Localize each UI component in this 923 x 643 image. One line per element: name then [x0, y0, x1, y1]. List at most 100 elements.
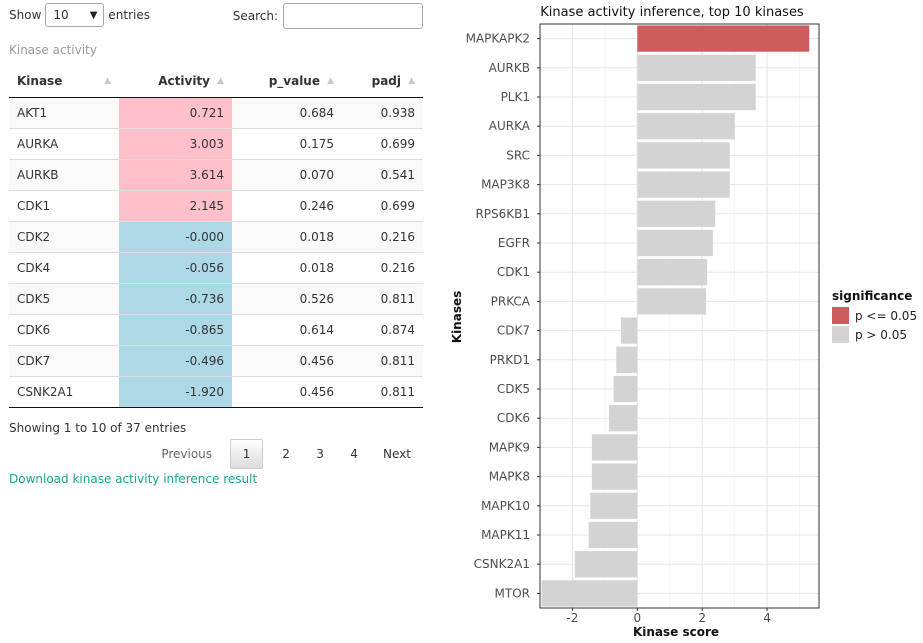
page-button-1[interactable]: 1: [230, 439, 264, 469]
column-header-label: Kinase: [17, 73, 63, 88]
page-button-3[interactable]: 3: [316, 447, 324, 461]
bar-aurkb: [637, 54, 756, 81]
x-tick-label: 4: [763, 611, 771, 625]
y-tick-label: CSNK2A1: [474, 557, 530, 571]
cell-padj: 0.216: [342, 251, 423, 283]
column-header-kinase[interactable]: Kinase ▲︎: [9, 65, 119, 98]
cell-activity: -1.920: [119, 375, 232, 408]
y-tick-label: MAPK9: [489, 440, 530, 454]
table-row[interactable]: CDK6 -0.865 0.614 0.874: [9, 313, 423, 345]
column-header-padj[interactable]: padj ▲︎: [342, 65, 423, 98]
bar-prkca: [637, 288, 707, 315]
cell-p-value: 0.018: [232, 220, 342, 252]
cell-activity: -0.000: [119, 220, 232, 252]
cell-activity: 3.003: [119, 127, 232, 159]
page-button-2[interactable]: 2: [282, 447, 290, 461]
entries-label: entries: [108, 8, 150, 22]
legend-title: significance: [832, 289, 912, 303]
table-row[interactable]: CDK5 -0.736 0.526 0.811: [9, 282, 423, 314]
cell-activity: -0.496: [119, 344, 232, 376]
table-header-row: Kinase ▲︎ Activity ▲︎ p_value ▲︎ padj ▲︎: [9, 65, 423, 98]
y-tick-label: MAP3K8: [481, 178, 530, 192]
cell-activity: 0.721: [119, 96, 232, 128]
table-row[interactable]: AKT1 0.721 0.684 0.938: [9, 96, 423, 128]
y-tick-label: PRKD1: [490, 353, 530, 367]
table-row[interactable]: CDK7 -0.496 0.456 0.811: [9, 344, 423, 376]
y-tick-label: MAPKAPK2: [466, 32, 530, 46]
kinase-score-chart: Kinase activity inference, top 10 kinase…: [450, 5, 917, 639]
cell-padj: 0.699: [342, 189, 423, 221]
search-control: Search:: [233, 3, 423, 29]
sort-icon: ▲︎: [104, 76, 111, 86]
cell-padj: 0.874: [342, 313, 423, 345]
cell-padj: 0.541: [342, 158, 423, 190]
cell-p-value: 0.246: [232, 189, 342, 221]
y-tick-label: PLK1: [501, 90, 530, 104]
x-tick-label: -2: [566, 611, 578, 625]
bar-mapk9: [591, 434, 638, 461]
cell-p-value: 0.614: [232, 313, 342, 345]
y-tick-label: RPS6KB1: [475, 207, 530, 221]
x-tick-label: 2: [698, 611, 706, 625]
column-header-label: Activity: [158, 73, 210, 88]
cell-padj: 0.811: [342, 375, 423, 408]
bar-map3k8: [637, 171, 730, 198]
sort-icon: ▲︎: [217, 76, 224, 86]
cell-activity: -0.865: [119, 313, 232, 345]
x-tick-label: 0: [634, 611, 642, 625]
table-info: Showing 1 to 10 of 37 entries: [9, 421, 187, 435]
y-tick-label: CDK6: [497, 411, 530, 425]
page-button-4[interactable]: 4: [350, 447, 358, 461]
next-button[interactable]: Next: [383, 447, 411, 461]
cell-kinase: CSNK2A1: [9, 375, 119, 408]
cell-kinase: CDK6: [9, 313, 119, 345]
cell-p-value: 0.526: [232, 282, 342, 314]
cell-activity: -0.736: [119, 282, 232, 314]
table-row[interactable]: CDK1 2.145 0.246 0.699: [9, 189, 423, 221]
bar-csnk2a1: [575, 551, 638, 578]
bar-mapk10: [590, 492, 638, 519]
y-tick-label: CDK1: [497, 265, 530, 279]
bar-mapk11: [588, 521, 638, 549]
cell-p-value: 0.456: [232, 344, 342, 376]
bar-mtor: [541, 580, 638, 607]
sort-icon: ▲︎: [327, 76, 334, 86]
y-tick-label: MTOR: [495, 586, 530, 600]
column-header-p-value[interactable]: p_value ▲︎: [232, 65, 342, 98]
column-header-activity[interactable]: Activity ▲︎: [119, 65, 232, 98]
table-row[interactable]: CSNK2A1 -1.920 0.456 0.811: [9, 375, 423, 408]
column-header-label: padj: [371, 73, 401, 88]
cell-kinase: AKT1: [9, 96, 119, 128]
previous-button[interactable]: Previous: [161, 447, 213, 461]
plot-background: [540, 24, 819, 608]
cell-padj: 0.938: [342, 96, 423, 128]
y-tick-label: AURKA: [489, 119, 531, 133]
cell-p-value: 0.070: [232, 158, 342, 190]
entries-length-control: Show 10 ▼ entries: [9, 3, 150, 27]
bar-cdk7: [621, 317, 638, 344]
show-label: Show: [9, 8, 42, 22]
sort-icon: ▲︎: [408, 76, 415, 86]
cell-kinase: CDK7: [9, 344, 119, 376]
cell-activity: 3.614: [119, 158, 232, 190]
bar-src: [637, 142, 730, 169]
kinase-activity-table: Kinase ▲︎ Activity ▲︎ p_value ▲︎ padj ▲︎: [9, 65, 423, 408]
cell-kinase: CDK4: [9, 251, 119, 283]
cell-padj: 0.811: [342, 344, 423, 376]
plot-border: [539, 23, 820, 609]
table-row[interactable]: CDK4 -0.056 0.018 0.216: [9, 251, 423, 283]
y-tick-label: MAPK8: [489, 470, 530, 484]
entries-select[interactable]: 10 ▼: [45, 3, 105, 27]
table-row[interactable]: AURKB 3.614 0.070 0.541: [9, 158, 423, 190]
chevron-down-icon: ▼: [89, 9, 98, 21]
y-tick-label: MAPK10: [481, 499, 530, 513]
download-result-link[interactable]: Download kinase activity inference resul…: [9, 472, 258, 486]
bar-egfr: [637, 229, 713, 257]
bar-cdk5: [613, 375, 638, 403]
y-tick-label: CDK7: [497, 324, 530, 338]
table-row[interactable]: AURKA 3.003 0.175 0.699: [9, 127, 423, 159]
search-input[interactable]: [283, 3, 423, 29]
table-caption: Kinase activity: [9, 43, 97, 57]
table-row[interactable]: CDK2 -0.000 0.018 0.216: [9, 220, 423, 252]
bar-cdk1: [637, 259, 708, 286]
